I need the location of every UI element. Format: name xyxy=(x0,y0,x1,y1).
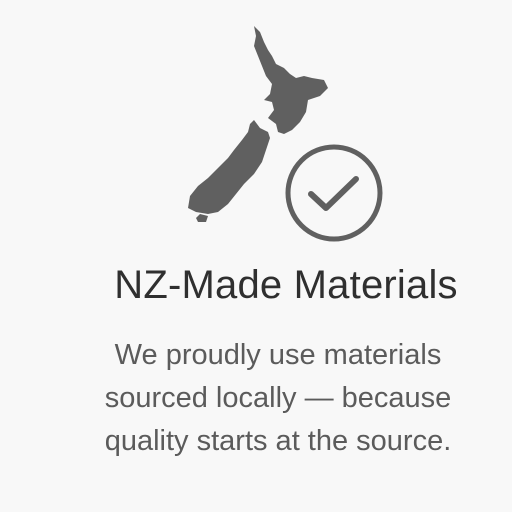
feature-description: We proudly use materials sourced locally… xyxy=(0,334,512,463)
description-line: quality starts at the source. xyxy=(104,425,452,457)
checkmark-circle-icon xyxy=(285,144,383,242)
description-line: We proudly use materials xyxy=(114,339,442,371)
feature-title: NZ-Made Materials xyxy=(114,263,458,307)
description-line: sourced locally — because xyxy=(104,382,452,414)
new-zealand-map-icon xyxy=(188,26,328,222)
